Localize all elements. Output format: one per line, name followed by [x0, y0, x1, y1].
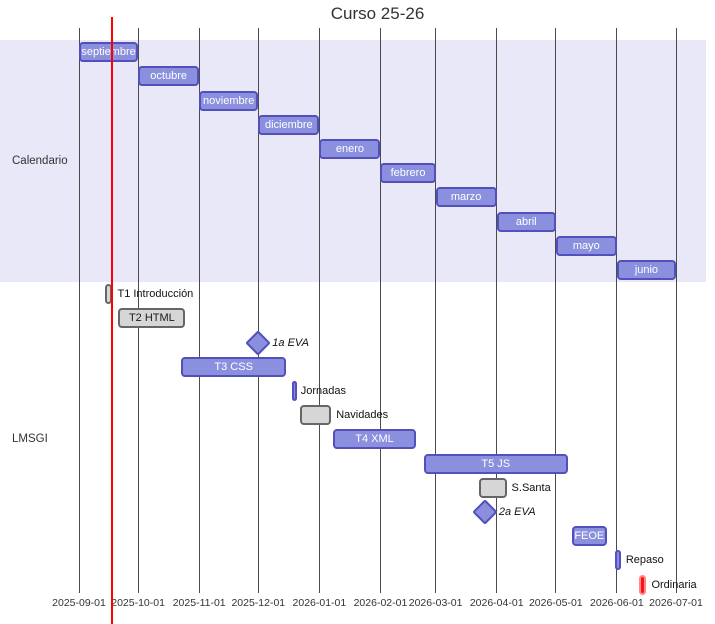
gridline-2026-02-01 [379, 28, 381, 593]
gantt-bar-feoe: FEOE [571, 526, 608, 547]
section-label-lmsgi: LMSGI [12, 433, 48, 446]
task-label-2a-eva: 2a EVA [498, 505, 536, 518]
gantt-bar-junio: junio [616, 259, 676, 280]
gantt-bar-febrero: febrero [380, 163, 436, 184]
gantt-bar-marzo: marzo [435, 187, 497, 208]
gantt-bar-s-santa [478, 477, 507, 498]
gridline-2026-06-01 [616, 28, 618, 593]
gridline-2025-09-01 [78, 28, 80, 593]
gridline-2026-04-01 [496, 28, 498, 593]
axis-tick-label: 2026-05-01 [528, 597, 583, 609]
gridline-2026-05-01 [555, 28, 557, 593]
gantt-bar-t3-css: T3 CSS [181, 356, 286, 377]
task-label-t1-introduccio-n: T1 Introducción [117, 288, 194, 301]
chart-title: Curso 25-26 [330, 4, 425, 23]
axis-tick-label: 2026-07-01 [649, 597, 703, 609]
milestone-2a-eva [472, 499, 498, 525]
task-label-repaso: Repaso [625, 554, 664, 567]
gridline-2025-12-01 [257, 28, 259, 593]
axis-tick-label: 2025-09-01 [52, 597, 106, 609]
task-label-ordinaria: Ordinaria [651, 578, 697, 591]
axis-tick-label: 2026-06-01 [590, 597, 644, 609]
gantt-bar-enero: enero [319, 138, 381, 159]
gantt-bar-septiembre: septiembre [79, 42, 139, 63]
section-label-calendario: Calendario [12, 155, 68, 167]
axis-tick-label: 2026-04-01 [469, 597, 524, 609]
task-label-s-santa: S.Santa [511, 481, 551, 494]
gridline-2025-11-01 [198, 28, 200, 593]
gantt-bar-navidades [299, 405, 332, 426]
gridline-2026-03-01 [435, 28, 437, 593]
gantt-bar-t5-js: T5 JS [423, 453, 568, 474]
gantt-bar-t2-html: T2 HTML [118, 308, 186, 329]
axis-tick-label: 2026-03-01 [408, 597, 463, 609]
gantt-bar-diciembre: diciembre [258, 114, 320, 135]
gantt-bar-t4-xml: T4 XML [333, 429, 416, 450]
gridline-2026-01-01 [318, 28, 320, 593]
task-label-jornadas: Jornadas [300, 384, 346, 397]
axis-tick-label: 2025-10-01 [111, 597, 165, 609]
gantt-bar-noviembre: noviembre [199, 90, 259, 111]
milestone-1a-eva [245, 329, 272, 356]
gantt-bar-jornadas [291, 380, 297, 401]
gantt-bar-octubre: octubre [138, 66, 200, 87]
task-label-navidades: Navidades [336, 409, 389, 422]
axis-tick-label: 2025-12-01 [231, 597, 286, 609]
axis-tick-label: 2025-11-01 [172, 597, 226, 609]
today-marker [111, 17, 114, 624]
axis-tick-label: 2026-01-01 [292, 597, 347, 609]
task-label-1a-eva: 1a EVA [272, 336, 309, 349]
gridline-2026-07-01 [675, 28, 677, 593]
gantt-bar-ordinaria [638, 574, 647, 595]
gantt-bar-abril: abril [496, 211, 556, 232]
gantt-bar-repaso [614, 550, 621, 571]
axis-tick-label: 2026-02-01 [353, 597, 408, 609]
gantt-bar-mayo: mayo [555, 235, 617, 256]
